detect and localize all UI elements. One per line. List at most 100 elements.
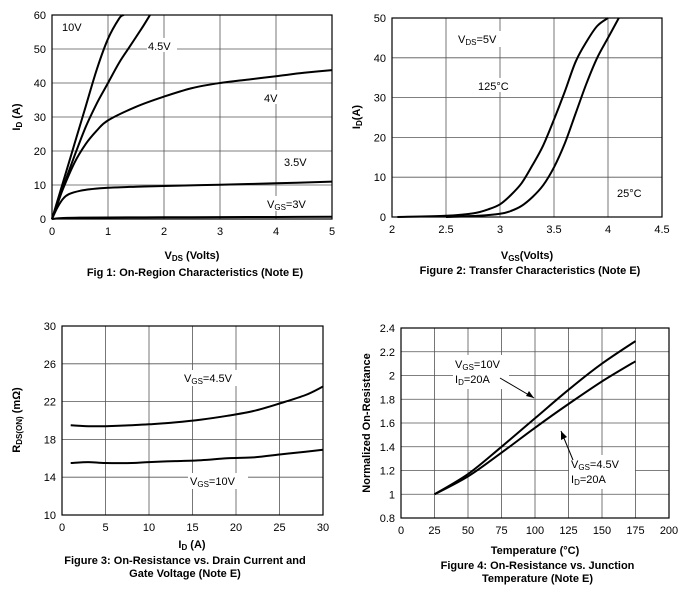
arrow-head-top [526, 391, 534, 398]
chart-3-x-tick-3: 15 [186, 522, 198, 534]
annotation-vgs-4-5v-fig4: VGS=4.5V [571, 459, 620, 472]
chart-2: 2 2.5 3 3.5 4 4.5 0 10 20 30 40 50 VDS=5V 125°C 25°… [351, 13, 670, 263]
chart-4-x-tick-7: 175 [626, 525, 644, 537]
annotation-3-5v: 3.5V [284, 157, 307, 169]
chart-4-y-tick-6: 2 [389, 371, 395, 383]
chart-3-series-vgs-4-5v [70, 385, 324, 428]
chart-4-x-axis-title: Temperature (°C) [491, 545, 580, 557]
chart-3-y-tick-0: 10 [44, 510, 56, 522]
chart-4-tick-labels: 0 25 50 75 100 125 150 175 200 0.8 1 1.2 1.4 1.6 1.8 2 2… [380, 323, 678, 537]
annotation-25c: 25°C [617, 188, 642, 200]
annotation-vds-5v: VDS=5V [458, 34, 497, 47]
chart-4-x-tick-0: 0 [398, 525, 404, 537]
arrow-head-bottom [561, 431, 567, 440]
chart-3-y-tick-5: 30 [44, 321, 56, 333]
chart-4-x-tick-8: 200 [660, 525, 678, 537]
chart-4-series-vgs-4-5v [434, 360, 637, 496]
chart-4-caption-line-1: Figure 4: On-Resistance vs. Junction [440, 560, 635, 572]
chart-3-series-vgs-10v [70, 448, 324, 465]
annotation-vgs-4-5v: VGS=4.5V [184, 373, 233, 386]
chart-3-tick-labels: 0 5 10 15 20 25 30 10 14 18 22 26 30 [44, 321, 329, 534]
chart-2-x-tick-5: 4.5 [654, 224, 669, 236]
chart-2-y-tick-4: 40 [374, 53, 386, 65]
chart-1-series-vgs-3v [51, 215, 333, 220]
chart-4-x-tick-1: 25 [428, 525, 440, 537]
chart-1-series [51, 14, 333, 220]
chart-4-y-tick-4: 1.6 [380, 418, 395, 430]
chart-3-x-tick-2: 10 [143, 522, 155, 534]
chart-4-caption: Figure 4: On-Resistance vs. Junction Tem… [390, 560, 685, 586]
chart-4-y-tick-3: 1.4 [380, 442, 395, 454]
chart-1-y-tick-4: 40 [34, 78, 46, 90]
chart-2-y-tick-5: 50 [374, 13, 386, 25]
chart-2-x-tick-1: 2.5 [438, 224, 453, 236]
chart-4: 0 25 50 75 100 125 150 175 200 0.8 1 1.2 1.4 1.6 1.8 2 2… [361, 323, 678, 557]
chart-1-y-tick-3: 30 [34, 112, 46, 124]
chart-1-y-tick-5: 50 [34, 44, 46, 56]
annotation-125c: 125°C [478, 81, 509, 93]
chart-2-x-tick-3: 3.5 [546, 224, 561, 236]
chart-3-y-axis-title: RDS(ON) (mΩ) [11, 387, 24, 453]
chart-4-y-tick-5: 1.8 [380, 394, 395, 406]
chart-4-x-tick-5: 125 [559, 525, 577, 537]
chart-3-x-axis-title: ID (A) [178, 539, 206, 552]
chart-3-x-tick-1: 5 [102, 522, 108, 534]
chart-3-series [70, 385, 324, 465]
chart-1-x-tick-3: 3 [217, 226, 223, 238]
chart-2-tick-labels: 2 2.5 3 3.5 4 4.5 0 10 20 30 40 50 [374, 13, 670, 236]
chart-2-series-125-c [397, 17, 609, 218]
chart-1-x-tick-2: 2 [161, 226, 167, 238]
chart-4-series-vgs-10v [433, 340, 637, 496]
chart-1-x-axis-title: VDS (Volts) [165, 250, 220, 263]
chart-4-annotations: VGS=10V ID=20A VGS=4.5V ID=20A [453, 355, 635, 489]
annotation-vgs-3v: VGS=3V [267, 199, 306, 212]
chart-1-plot-area [51, 14, 333, 220]
chart-4-y-tick-7: 2.2 [380, 347, 395, 359]
chart-3-caption-line-2: Gate Voltage (Note E) [129, 568, 241, 580]
chart-3-plot-area [61, 325, 324, 516]
chart-4-y-tick-2: 1.2 [380, 466, 395, 478]
chart-4-plot-area [400, 327, 670, 519]
chart-3-x-tick-4: 20 [230, 522, 242, 534]
chart-2-x-tick-0: 2 [389, 224, 395, 236]
annotation-id-20a-top: ID=20A [455, 374, 491, 387]
chart-3-y-tick-2: 18 [44, 434, 56, 446]
annotation-4v: 4V [264, 93, 278, 105]
chart-2-caption: Figure 2: Transfer Characteristics (Note… [419, 265, 641, 277]
chart-3: 0 5 10 15 20 25 30 10 14 18 22 26 30 VGS=4.5V VGS=10… [11, 321, 329, 552]
chart-1-y-tick-2: 20 [34, 146, 46, 158]
chart-1-x-tick-1: 1 [105, 226, 111, 238]
chart-4-caption-line-2: Temperature (Note E) [481, 573, 594, 585]
chart-1-x-tick-0: 0 [49, 226, 55, 238]
chart-4-y-tick-1: 1 [389, 489, 395, 501]
chart-3-x-tick-5: 25 [273, 522, 285, 534]
chart-3-x-tick-6: 30 [317, 522, 329, 534]
chart-3-x-tick-0: 0 [59, 522, 65, 534]
chart-4-y-tick-8: 2.4 [380, 323, 395, 335]
chart-2-annotations: VDS=5V 125°C 25°C [457, 31, 642, 200]
chart-2-y-tick-0: 0 [380, 212, 386, 224]
annotation-id-20a-bottom: ID=20A [571, 474, 607, 487]
chart-4-x-tick-4: 100 [526, 525, 544, 537]
annotation-4-5v: 4.5V [148, 41, 171, 53]
chart-1-y-tick-1: 10 [34, 180, 46, 192]
chart-2-y-tick-3: 30 [374, 93, 386, 105]
chart-2-x-tick-2: 3 [497, 224, 503, 236]
chart-1-series-3-5v [51, 180, 333, 220]
annotation-vgs-10v: VGS=10V [190, 476, 236, 489]
chart-1-y-axis-title: ID (A) [11, 103, 24, 131]
chart-1-caption: Fig 1: On-Region Characteristics (Note E… [86, 267, 304, 279]
chart-2-series-25-c [445, 17, 620, 218]
chart-3-caption: Figure 3: On-Resistance vs. Drain Curren… [25, 555, 345, 581]
chart-1-x-tick-5: 5 [329, 226, 335, 238]
annotation-10v: 10V [62, 22, 82, 34]
chart-2-plot-area [391, 17, 663, 218]
chart-1-y-tick-0: 0 [40, 214, 46, 226]
chart-2-x-axis-title: VGS(Volts) [501, 250, 554, 263]
chart-3-y-tick-4: 26 [44, 359, 56, 371]
chart-1-x-tick-4: 4 [273, 226, 279, 238]
chart-4-x-tick-2: 50 [462, 525, 474, 537]
chart-1-y-tick-6: 60 [34, 10, 46, 22]
